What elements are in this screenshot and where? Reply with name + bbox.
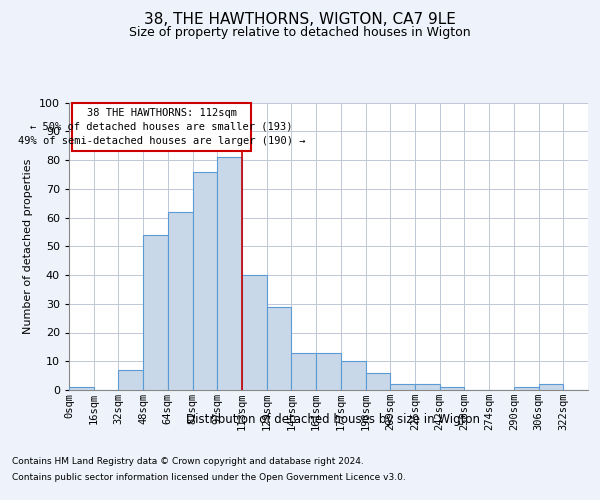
Bar xyxy=(267,306,292,390)
Bar xyxy=(69,387,94,390)
Bar xyxy=(440,387,464,390)
Bar xyxy=(390,384,415,390)
Bar xyxy=(143,235,168,390)
Bar xyxy=(341,361,365,390)
Text: 38 THE HAWTHORNS: 112sqm: 38 THE HAWTHORNS: 112sqm xyxy=(86,108,236,118)
Bar xyxy=(292,352,316,390)
Text: 49% of semi-detached houses are larger (190) →: 49% of semi-detached houses are larger (… xyxy=(18,136,305,145)
Bar xyxy=(217,157,242,390)
Bar xyxy=(242,275,267,390)
Bar xyxy=(365,373,390,390)
Bar xyxy=(514,387,539,390)
Bar xyxy=(118,370,143,390)
Text: Size of property relative to detached houses in Wigton: Size of property relative to detached ho… xyxy=(129,26,471,39)
Bar xyxy=(168,212,193,390)
Bar xyxy=(72,102,251,152)
Text: Contains public sector information licensed under the Open Government Licence v3: Contains public sector information licen… xyxy=(12,472,406,482)
Y-axis label: Number of detached properties: Number of detached properties xyxy=(23,158,34,334)
Bar xyxy=(539,384,563,390)
Bar xyxy=(193,172,217,390)
Text: ← 50% of detached houses are smaller (193): ← 50% of detached houses are smaller (19… xyxy=(31,122,293,132)
Text: Distribution of detached houses by size in Wigton: Distribution of detached houses by size … xyxy=(186,412,480,426)
Text: 38, THE HAWTHORNS, WIGTON, CA7 9LE: 38, THE HAWTHORNS, WIGTON, CA7 9LE xyxy=(144,12,456,28)
Bar xyxy=(415,384,440,390)
Text: Contains HM Land Registry data © Crown copyright and database right 2024.: Contains HM Land Registry data © Crown c… xyxy=(12,458,364,466)
Bar xyxy=(316,352,341,390)
